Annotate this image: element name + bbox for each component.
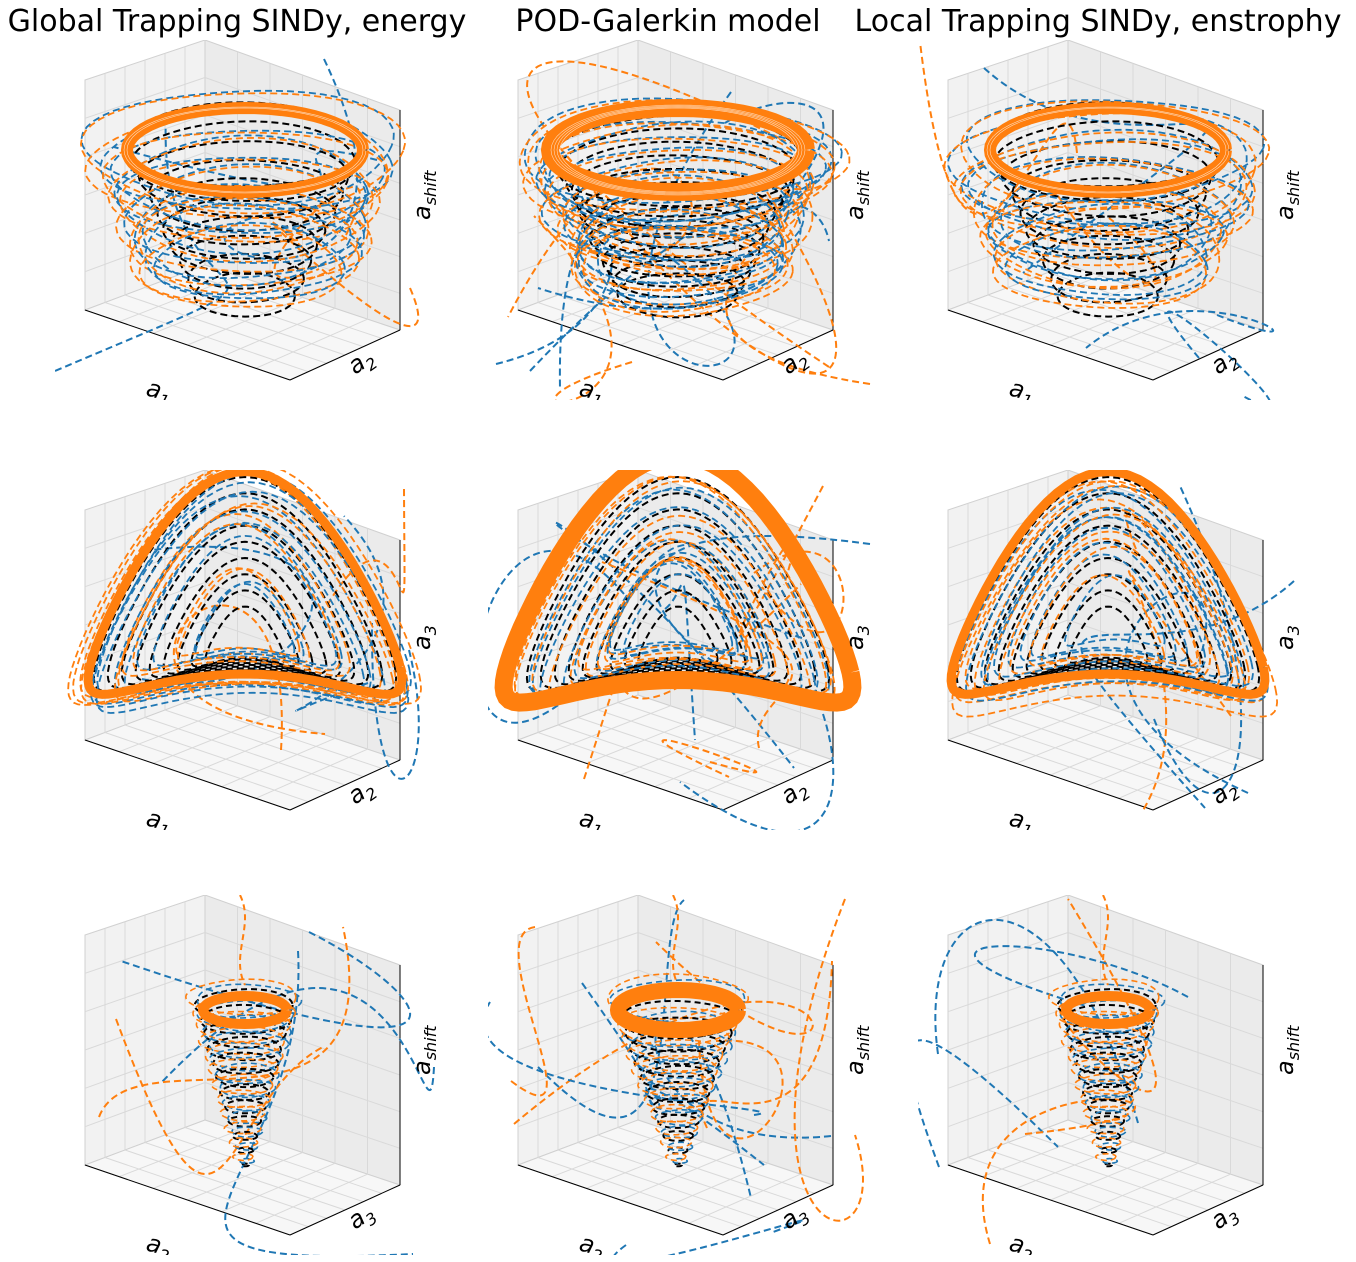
trajectories bbox=[919, 41, 1274, 400]
x-axis-label: a1 bbox=[1005, 374, 1037, 400]
trajectories bbox=[55, 58, 420, 372]
x-axis-label: a1 bbox=[1005, 804, 1037, 830]
z-axis-label: ashift bbox=[1271, 170, 1303, 220]
x-axis-label: a1 bbox=[142, 374, 174, 400]
panel-r1-c3: a1a2ashift bbox=[919, 40, 1303, 400]
panel-r2-c1: a1a2a3 bbox=[67, 470, 440, 830]
panel-r1-c2: a1a2ashift bbox=[495, 40, 873, 400]
panel-r2-c2: a1a2a3 bbox=[488, 470, 873, 830]
x-axis-label: a1 bbox=[142, 804, 174, 830]
panel-r1-c1: a1a2ashift bbox=[55, 40, 440, 400]
trajectories bbox=[946, 470, 1295, 813]
trajectories bbox=[67, 470, 422, 780]
panel-r3-c2: a2a3ashift bbox=[488, 895, 873, 1255]
panel-r3-c1: a2a3ashift bbox=[83, 895, 440, 1255]
z-axis-label: a3 bbox=[1271, 625, 1303, 650]
trajectories bbox=[918, 895, 1189, 1245]
z-axis-label: ashift bbox=[1271, 1025, 1303, 1075]
column-title-1: Global Trapping SINDy, energy bbox=[7, 4, 467, 39]
panel-r3-c3: a2a3ashift bbox=[918, 895, 1303, 1255]
trajectories bbox=[98, 895, 435, 1255]
x-axis-label: a1 bbox=[575, 804, 607, 830]
axes-box bbox=[83, 470, 402, 811]
z-axis-label: ashift bbox=[841, 1025, 873, 1075]
x-axis-label: a2 bbox=[142, 1229, 174, 1255]
column-title-2: POD-Galerkin model bbox=[515, 4, 821, 39]
axes-box bbox=[946, 40, 1265, 381]
z-axis-label: a3 bbox=[408, 625, 440, 650]
z-axis-label: a3 bbox=[841, 625, 873, 650]
trajectories bbox=[488, 470, 871, 830]
panel-r2-c3: a1a2a3 bbox=[946, 470, 1303, 830]
z-axis-label: ashift bbox=[408, 170, 440, 220]
trajectories bbox=[495, 60, 871, 400]
x-axis-label: a2 bbox=[1005, 1229, 1037, 1255]
column-title-3: Local Trapping SINDy, enstrophy bbox=[854, 4, 1342, 39]
z-axis-label: ashift bbox=[841, 170, 873, 220]
z-axis-label: ashift bbox=[408, 1025, 440, 1075]
trajectories bbox=[488, 895, 864, 1255]
x-axis-label: a2 bbox=[575, 1229, 607, 1255]
